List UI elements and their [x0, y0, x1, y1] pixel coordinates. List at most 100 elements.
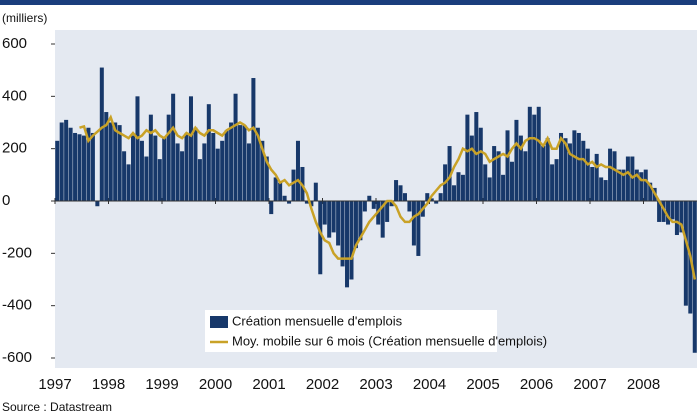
x-tick-label: 2002 [306, 376, 339, 393]
bar [224, 130, 229, 201]
bar [474, 112, 479, 201]
y-tick-label: -600 [2, 349, 32, 366]
x-tick-label: 2005 [466, 376, 499, 393]
bar [625, 156, 630, 201]
bar [496, 151, 501, 201]
bar [282, 195, 287, 201]
bar [291, 169, 296, 201]
bar [509, 161, 514, 201]
bar [429, 198, 434, 201]
bar [73, 132, 78, 201]
top-band [0, 0, 697, 5]
y-unit-label: (milliers) [2, 11, 47, 25]
bar [220, 140, 225, 201]
bar [131, 135, 136, 201]
bar [612, 151, 617, 201]
legend-box [205, 310, 497, 352]
bar [242, 125, 247, 201]
bar [585, 148, 590, 201]
bar [683, 201, 688, 306]
bar [465, 114, 470, 201]
x-tick-label: 2008 [627, 376, 660, 393]
bar [648, 182, 653, 201]
bar [380, 201, 385, 238]
bar [99, 67, 104, 201]
bar [175, 143, 180, 201]
bar [135, 96, 140, 201]
bar [162, 138, 167, 201]
bar [184, 132, 189, 201]
bar [180, 151, 185, 201]
y-tick-label: 0 [2, 192, 10, 209]
bar [661, 201, 666, 222]
legend-swatch [210, 316, 228, 328]
bar [460, 174, 465, 201]
bar [157, 159, 162, 201]
bar [188, 96, 193, 201]
bar [255, 127, 260, 201]
bar [572, 130, 577, 201]
bar [166, 114, 171, 201]
bar [345, 201, 350, 288]
bar [264, 156, 269, 201]
bar [590, 166, 595, 201]
bar [567, 143, 572, 201]
bar [541, 146, 546, 201]
moving-average-line [79, 114, 697, 280]
bar [478, 127, 483, 201]
bar [621, 169, 626, 201]
bar [309, 201, 314, 207]
bar [122, 151, 127, 201]
bar [153, 135, 158, 201]
bar [108, 122, 113, 201]
bar [104, 112, 109, 201]
bar [126, 164, 131, 201]
bar [657, 201, 662, 222]
bar [447, 146, 452, 201]
bar [643, 169, 648, 201]
bar [501, 174, 506, 201]
y-tick-label: 600 [2, 35, 27, 52]
bar [331, 201, 336, 233]
bar [215, 148, 220, 201]
bar [86, 127, 91, 201]
bar [518, 135, 523, 201]
bar [318, 201, 323, 275]
bar [608, 148, 613, 201]
bar [545, 138, 550, 201]
bar [278, 182, 283, 201]
bar [358, 201, 363, 241]
bar [389, 201, 394, 207]
y-tick-label: 400 [2, 87, 27, 104]
bar [269, 201, 274, 215]
bar [523, 151, 528, 201]
legend: Création mensuelle d'emplois Moy. mobile … [205, 310, 547, 352]
bar [246, 143, 251, 201]
bar [68, 127, 73, 201]
bar [349, 201, 354, 280]
bar [532, 114, 537, 201]
bar [313, 182, 318, 201]
bar [273, 177, 278, 201]
bar [144, 156, 149, 201]
bar [211, 132, 216, 201]
bar [438, 193, 443, 201]
bar [295, 140, 300, 201]
bar [367, 195, 372, 201]
bar [402, 193, 407, 201]
bar [603, 180, 608, 201]
x-tick-label: 2006 [520, 376, 553, 393]
y-tick-label: 200 [2, 140, 27, 157]
source: Source : Datastream [2, 400, 112, 414]
bar [90, 132, 95, 201]
x-tick-label: 2003 [359, 376, 392, 393]
bar [452, 185, 457, 201]
bar [206, 104, 211, 201]
bar [416, 201, 421, 256]
bar [260, 140, 265, 201]
bar [527, 106, 532, 201]
bar [64, 119, 69, 201]
bar [193, 127, 198, 201]
bar [362, 201, 367, 212]
